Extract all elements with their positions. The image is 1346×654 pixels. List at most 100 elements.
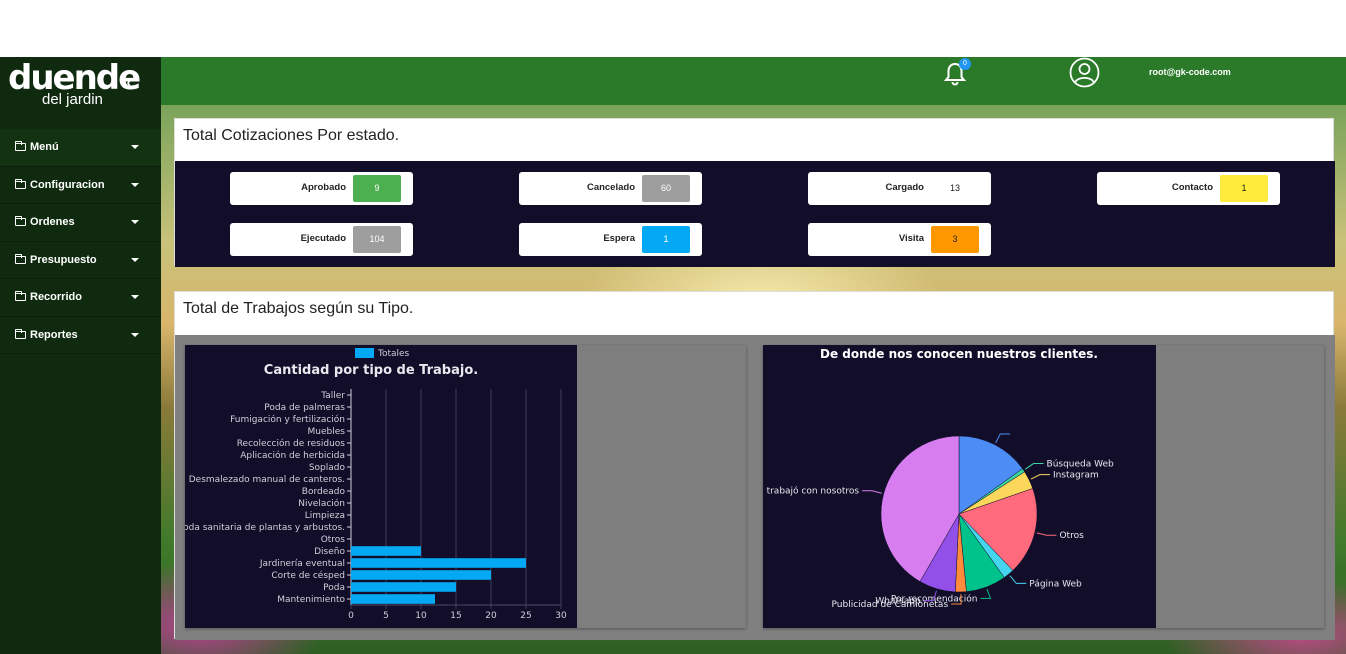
status-label: Contacto bbox=[1171, 182, 1213, 193]
user-email[interactable]: root@gk-code.com bbox=[1149, 67, 1231, 77]
status-count-badge: 9 bbox=[353, 175, 401, 202]
chart-title: Cantidad por tipo de Trabajo. bbox=[264, 363, 478, 378]
pie-callout-line bbox=[1030, 474, 1050, 480]
pie-callout-line bbox=[923, 590, 937, 601]
pie-slice bbox=[958, 488, 1038, 571]
x-tick-label: 10 bbox=[415, 611, 427, 621]
caret-down-icon bbox=[131, 332, 139, 337]
top-navbar: 0 root@gk-code.com bbox=[161, 57, 1346, 105]
bar-chart-panel: Totales Cantidad por tipo de Trabajo. 0 5 10… bbox=[185, 345, 746, 628]
caret-down-icon bbox=[131, 220, 139, 224]
quotes-by-status-card: Total Cotizaciones Por estado. Aprobado … bbox=[174, 118, 1335, 267]
pie-callout-line bbox=[862, 490, 882, 494]
pie-chart-panel: De donde nos conocen nuestros clientes. B… bbox=[763, 345, 1324, 628]
y-tick-label: Diseño bbox=[314, 547, 345, 557]
caret-down-icon bbox=[131, 145, 139, 149]
logo-sub-text: del jardin bbox=[42, 91, 103, 108]
x-tick-label: 5 bbox=[383, 611, 389, 621]
sidebar: duende del jardin ‹ Menú Configuracion O… bbox=[0, 57, 161, 654]
bar-chart: Totales Cantidad por tipo de Trabajo. 0 5 10… bbox=[185, 345, 577, 628]
sidebar-menu: Menú Configuracion Ordenes Presupuesto R bbox=[0, 129, 161, 354]
x-tick-label: 30 bbox=[555, 611, 567, 621]
y-tick-label: Muebles bbox=[308, 427, 346, 437]
pie-callout-line bbox=[980, 588, 992, 599]
status-label: Ejecutado bbox=[300, 233, 346, 244]
pie-callout-line bbox=[1009, 575, 1027, 584]
status-count-badge: 1 bbox=[1220, 175, 1268, 202]
sidebar-item-label: Configuracion bbox=[30, 178, 105, 191]
pie-chart: De donde nos conocen nuestros clientes. B… bbox=[763, 345, 1156, 628]
folder-icon bbox=[15, 141, 26, 152]
y-tick-label: Taller bbox=[320, 391, 345, 401]
caret-down-icon bbox=[131, 295, 139, 299]
status-count-badge: 1 bbox=[642, 226, 690, 253]
pie-slice bbox=[958, 435, 1023, 515]
y-tick-label: Jardinería eventual bbox=[259, 559, 345, 569]
folder-icon bbox=[15, 253, 26, 264]
x-tick-label: 25 bbox=[520, 611, 531, 621]
jobs-by-type-card: Total de Trabajos según su Tipo. Totales… bbox=[174, 291, 1335, 640]
sidebar-item-label: Ordenes bbox=[30, 216, 75, 229]
status-ejecutado[interactable]: Ejecutado 104 bbox=[230, 223, 413, 256]
sidebar-item-reportes[interactable]: Reportes bbox=[0, 317, 161, 354]
y-tick-label: Otros bbox=[321, 535, 346, 545]
logo: duende del jardin bbox=[8, 59, 158, 119]
user-avatar-icon[interactable] bbox=[1069, 57, 1100, 88]
y-tick-label: Mantenimiento bbox=[277, 595, 345, 605]
sidebar-item-label: Reportes bbox=[30, 328, 78, 341]
y-tick-label: Soplado bbox=[309, 463, 346, 473]
sidebar-item-configuracion[interactable]: Configuracion bbox=[0, 167, 161, 204]
folder-icon bbox=[15, 178, 26, 189]
caret-down-icon bbox=[131, 257, 139, 262]
sidebar-item-ordenes[interactable]: Ordenes bbox=[0, 204, 161, 242]
collapse-sidebar-button[interactable]: ‹ bbox=[126, 74, 132, 91]
pie-label: Ya trabajó con nosotros bbox=[763, 486, 859, 497]
folder-icon bbox=[15, 291, 26, 302]
x-tick-label: 20 bbox=[485, 611, 497, 621]
pie-callout-line bbox=[1036, 532, 1057, 536]
sidebar-item-presupuesto[interactable]: Presupuesto bbox=[0, 242, 161, 279]
y-tick-label: Limpieza bbox=[305, 511, 345, 521]
pie-label: Página Web bbox=[1029, 579, 1082, 589]
y-tick-label: Poda sanitaria de plantas y arbustos. bbox=[185, 523, 345, 533]
pie-label: Whatsapp bbox=[875, 596, 921, 606]
status-count-badge: 104 bbox=[353, 226, 401, 253]
pie-callout-line bbox=[1024, 463, 1044, 470]
caret-down-icon bbox=[131, 182, 139, 187]
pie-label: Instagram bbox=[1053, 471, 1099, 481]
bar bbox=[351, 558, 526, 568]
status-contacto[interactable]: Contacto 1 bbox=[1097, 172, 1280, 205]
y-tick-label: Aplicación de herbicida bbox=[240, 450, 345, 461]
y-tick-label: Poda bbox=[323, 583, 345, 593]
sidebar-item-menu[interactable]: Menú bbox=[0, 129, 161, 167]
sidebar-item-label: Recorrido bbox=[30, 291, 82, 304]
status-count-badge: 3 bbox=[931, 226, 979, 253]
y-tick-label: Fumigación y fertilización bbox=[230, 414, 345, 425]
status-aprobado[interactable]: Aprobado 9 bbox=[230, 172, 413, 205]
bar bbox=[351, 582, 456, 592]
folder-icon bbox=[15, 216, 26, 227]
y-tick-label: Bordeado bbox=[302, 487, 346, 497]
status-grid: Aprobado 9 Cancelado 60 Cargado 13 Conta… bbox=[175, 161, 1335, 267]
status-cargado[interactable]: Cargado 13 bbox=[808, 172, 991, 205]
folder-icon bbox=[15, 328, 26, 339]
legend-label: Totales bbox=[377, 349, 410, 359]
status-espera[interactable]: Espera 1 bbox=[519, 223, 702, 256]
status-label: Visita bbox=[898, 233, 924, 244]
logo-main-text: duende bbox=[8, 58, 141, 98]
x-tick-label: 15 bbox=[450, 611, 461, 621]
pie-label: Publicidad de Camionetas bbox=[832, 600, 949, 610]
pie-callout-line bbox=[951, 593, 962, 605]
status-cancelado[interactable]: Cancelado 60 bbox=[519, 172, 702, 205]
y-tick-label: Desmalezado manual de canteros. bbox=[189, 475, 345, 485]
notification-count-badge: 0 bbox=[959, 58, 971, 70]
bar bbox=[351, 570, 491, 580]
pie-callout-line bbox=[995, 433, 1011, 444]
charts-area: Totales Cantidad por tipo de Trabajo. 0 5 10… bbox=[175, 335, 1335, 640]
card-title: Total de Trabajos según su Tipo. bbox=[183, 300, 414, 317]
status-visita[interactable]: Visita 3 bbox=[808, 223, 991, 256]
status-count-badge: 60 bbox=[642, 175, 690, 202]
sidebar-item-recorrido[interactable]: Recorrido bbox=[0, 279, 161, 317]
bar bbox=[351, 594, 435, 604]
